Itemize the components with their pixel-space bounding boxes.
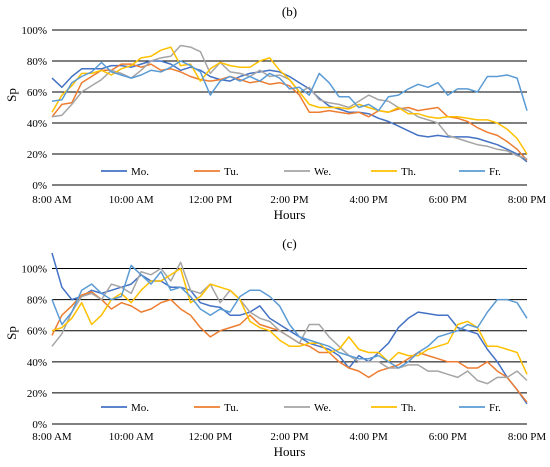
y-tick-label: 40% [27,118,47,130]
series-line-th [51,267,528,375]
x-tick-label: 12:00 PM [188,431,232,443]
y-tick-label: 20% [27,388,47,400]
legend-label: Th. [401,402,416,414]
chart-title: (c) [282,236,296,251]
y-axis-label: Sp [4,88,19,102]
chart-c: (c) 0% 20% 40% 60% 80% 100% 8:00 AM 10:00 AM 12:0… [4,236,546,459]
x-tick-label: 10:00 AM [109,194,154,206]
x-tick-label: 6:00 PM [429,431,467,443]
x-tick-label: 8:00 PM [508,431,546,443]
legend-label: We. [314,166,331,178]
series-line-we [51,261,528,385]
series-line-fr [51,60,528,112]
legend-label: Th. [401,166,416,178]
y-tick-label: 60% [27,326,47,338]
x-tick-label: 2:00 PM [270,194,308,206]
x-tick-label: 12:00 PM [188,194,232,206]
legend-label: Fr. [489,166,501,178]
legend: Mo. Tu. We. Th. Fr. [98,165,501,178]
series-line-tu [51,63,528,161]
legend-label: Mo. [131,402,149,414]
series-line-mo [51,60,528,163]
series-line-we [51,44,528,160]
legend: Mo. Tu. We. Th. Fr. [98,401,501,414]
y-tick-label: 60% [27,87,47,99]
x-tick-label: 6:00 PM [429,194,467,206]
y-tick-label: 40% [27,357,47,369]
legend-label: Fr. [489,402,501,414]
series-line-fr [51,264,528,369]
x-tick-label: 10:00 AM [109,431,154,443]
y-tick-label: 20% [27,149,47,161]
x-tick-label: 4:00 PM [350,194,388,206]
x-axis-label: Hours [274,444,306,459]
chart-b: (b) 0% 20% 40% 60% 80% 100% 8:00 AM 10:00 AM 12:0… [4,4,546,222]
y-tick-label: 80% [27,295,47,307]
y-tick-label: 100% [21,25,47,37]
y-tick-label: 0% [32,419,47,431]
series-line-mo [51,252,528,405]
x-tick-label: 8:00 AM [32,431,72,443]
y-tick-label: 0% [32,180,47,192]
legend-label: We. [314,402,331,414]
x-tick-label: 8:00 AM [32,194,72,206]
legend-label: Tu. [224,166,239,178]
x-tick-label: 8:00 PM [508,194,546,206]
y-tick-label: 80% [27,56,47,68]
x-tick-label: 2:00 PM [270,431,308,443]
legend-label: Tu. [224,402,239,414]
chart-title: (b) [282,4,297,19]
y-tick-label: 100% [21,264,47,276]
series-line-th [51,46,528,155]
x-axis-label: Hours [274,207,306,222]
legend-label: Mo. [131,166,149,178]
y-axis-label: Sp [4,326,19,340]
x-tick-label: 4:00 PM [350,431,388,443]
